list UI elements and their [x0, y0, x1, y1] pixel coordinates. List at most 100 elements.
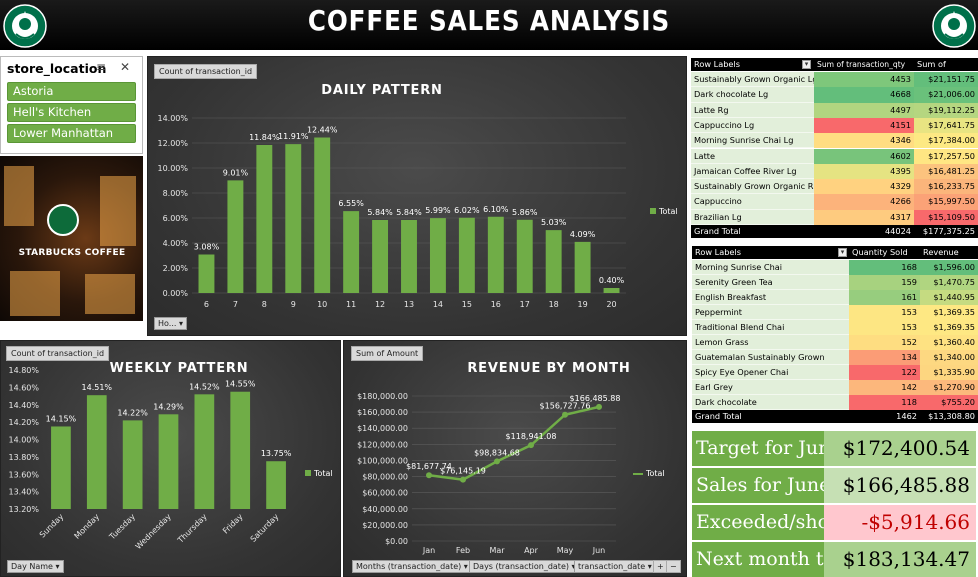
x-tick-label: Mar	[489, 546, 505, 555]
bar	[314, 137, 331, 293]
pivot-row[interactable]: Latte 4602 $17,257.50	[691, 148, 978, 164]
bar	[285, 144, 302, 293]
pivot-row[interactable]: Peppermint 153 $1,369.35	[692, 305, 978, 320]
multi-select-icon[interactable]: ≡	[96, 60, 107, 74]
bar	[256, 145, 273, 293]
clear-filter-icon[interactable]: ✕	[120, 60, 131, 74]
pivot-row[interactable]: Dark chocolate Lg 4668 $21,006.00	[691, 87, 978, 103]
pivot-row[interactable]: Spicy Eye Opener Chai 122 $1,335.90	[692, 365, 978, 380]
kpi-label: Exceeded/short	[692, 505, 824, 540]
data-label: 0.40%	[599, 276, 625, 285]
slicer-item-hells-kitchen[interactable]: Hell's Kitchen	[7, 103, 136, 122]
pivot-row[interactable]: Latte Rg 4497 $19,112.25	[691, 102, 978, 118]
kpi-exceeded-short: Exceeded/short -$5,914.66	[692, 505, 978, 540]
x-tick-label: Jun	[592, 546, 606, 555]
pivot-row[interactable]: Brazilian Lg 4317 $15,109.50	[691, 209, 978, 225]
y-tick-label: 14.00%	[157, 114, 188, 123]
x-tick-label: Saturday	[249, 512, 281, 544]
weekly-bar-plot: 13.20% 13.40% 13.60% 13.80% 14.00% 14.20% 14.4…	[8, 366, 291, 551]
pivot1-header-amount: Sum of Amount	[914, 58, 978, 82]
filter-dropdown-icon[interactable]: ▾	[838, 248, 847, 257]
pivot-row[interactable]: Traditional Blend Chai 153 $1,369.35	[692, 320, 978, 335]
x-tick-label: 15	[462, 300, 472, 309]
pivot-row[interactable]: Earl Grey 142 $1,270.90	[692, 380, 978, 395]
weekly-field-button[interactable]: Count of transaction_id	[6, 346, 110, 361]
row-amount: $19,112.25	[914, 102, 978, 118]
x-tick-label: 18	[549, 300, 559, 309]
x-tick-label: Jan	[422, 546, 435, 555]
row-amount: $1,369.35	[920, 305, 978, 320]
daily-field-button[interactable]: Count of transaction_id	[154, 64, 258, 79]
slicer-item-astoria[interactable]: Astoria	[7, 82, 136, 101]
pivot-row[interactable]: English Breakfast 161 $1,440.95	[692, 290, 978, 305]
bar	[194, 394, 215, 509]
x-tick-label: 16	[491, 300, 501, 309]
row-quantity: 142	[849, 380, 920, 395]
pivot-row[interactable]: Sustainably Grown Organic Lg 4453 $21,151.…	[691, 72, 978, 88]
pivot-row[interactable]: Cappuccino Lg 4151 $17,641.75	[691, 117, 978, 134]
kpi-label: Target for June	[692, 431, 824, 466]
revenue-field-button[interactable]: Sum of Amount	[351, 346, 424, 361]
pivot-row[interactable]: Cappuccino 4266 $15,997.50	[691, 194, 978, 210]
pivot-row[interactable]: Jamaican Coffee River Lg 4395 $16,481.25	[691, 163, 978, 180]
slicer-item-lower-manhattan[interactable]: Lower Manhattan	[7, 124, 136, 143]
row-amount: $21,151.75	[914, 72, 978, 88]
bar	[458, 217, 475, 293]
pivot-row[interactable]: Morning Sunrise Chai Lg 4346 $17,384.00	[691, 133, 978, 149]
pivot-row[interactable]: Guatemalan Sustainably Grown 134 $1,340.00	[692, 350, 978, 365]
bar	[266, 461, 286, 509]
months-filter-dropdown[interactable]: Months (transaction_date)	[352, 560, 472, 573]
pivot-row[interactable]: Lemon Grass 152 $1,360.40	[692, 335, 978, 350]
bar	[574, 241, 591, 293]
days-filter-dropdown[interactable]: Days (transaction_date)	[469, 560, 580, 573]
x-tick-label: Thursday	[175, 512, 209, 546]
bar	[158, 414, 179, 509]
y-tick-label: $140,000.00	[357, 424, 408, 433]
row-amount: $755.20	[920, 395, 978, 410]
day-name-filter-dropdown[interactable]: Day Name	[7, 560, 64, 573]
bar	[372, 220, 389, 293]
row-label: Morning Sunrise Chai	[692, 260, 849, 275]
x-tick-label: 14	[433, 300, 443, 309]
starbucks-logo-icon	[3, 4, 47, 48]
x-tick-label: 6	[204, 300, 209, 309]
hour-filter-dropdown[interactable]: Ho...	[154, 317, 187, 330]
y-tick-label: 12.00%	[157, 139, 188, 148]
pivot-row[interactable]: Morning Sunrise Chai 168 $1,596.00	[692, 260, 978, 275]
starbucks-sign-logo-icon	[47, 204, 79, 236]
y-tick-label: $0.00	[385, 537, 408, 546]
x-tick-label: 9	[291, 300, 296, 309]
y-tick-label: 6.00%	[163, 214, 189, 223]
slicer-title: store_location	[7, 61, 107, 76]
row-amount: $17,384.00	[914, 133, 978, 149]
collapse-field-button[interactable]: −	[666, 560, 681, 573]
row-label: Lemon Grass	[692, 335, 849, 350]
pivot-row[interactable]: Serenity Green Tea 159 $1,470.75	[692, 275, 978, 290]
y-tick-label: $100,000.00	[357, 456, 408, 465]
data-label: $156,727.76	[540, 402, 591, 411]
row-amount: $1,440.95	[920, 290, 978, 305]
y-tick-label: $40,000.00	[362, 505, 408, 514]
data-label: 14.15%	[46, 414, 77, 423]
pivot-row[interactable]: Sustainably Grown Organic Rg 4329 $16,233.…	[691, 179, 978, 195]
pivot-row[interactable]: Dark chocolate 118 $755.20	[692, 395, 978, 410]
data-label: 5.03%	[541, 218, 567, 227]
weekly-chart-title: WEEKLY PATTERN	[109, 361, 249, 376]
date-filter-dropdown[interactable]: transaction_date	[574, 560, 656, 573]
data-label: 6.10%	[483, 205, 509, 214]
data-label: 14.22%	[117, 408, 148, 417]
kpi-value: $172,400.54	[824, 431, 976, 466]
header-bar: COFFEE SALES ANALYSIS	[0, 0, 978, 50]
row-amount: $1,270.90	[920, 380, 978, 395]
revenue-by-month-chart: Sum of Amount REVENUE BY MONTH $0.00 $20,…	[343, 340, 687, 577]
filter-dropdown-icon[interactable]: ▾	[802, 60, 811, 69]
row-amount: $1,369.35	[920, 320, 978, 335]
row-quantity: 4151	[814, 117, 914, 134]
y-tick-label: 14.60%	[8, 383, 39, 392]
x-tick-label: Wednesday	[134, 512, 173, 551]
row-quantity: 159	[849, 275, 920, 290]
data-label: 5.86%	[512, 208, 538, 217]
data-label: 4.09%	[570, 230, 596, 239]
row-label: Dark chocolate Lg	[691, 87, 814, 103]
